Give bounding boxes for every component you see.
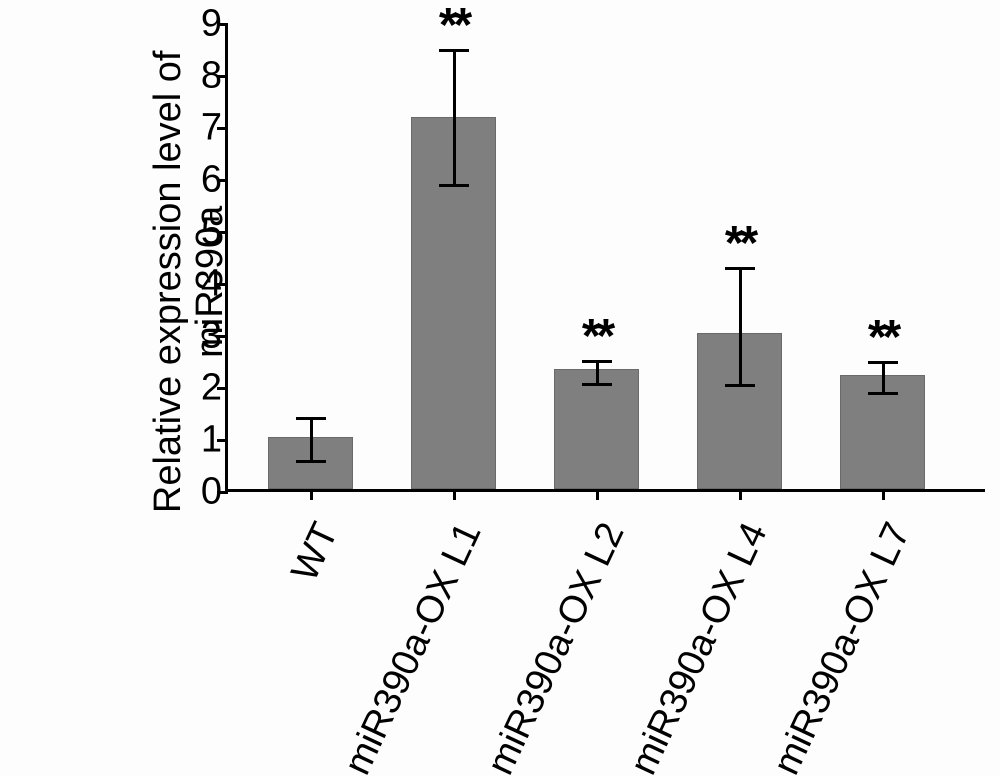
y-tick-label: 1 <box>182 419 222 462</box>
x-tick-label: miR390a-OX L4 <box>610 516 776 776</box>
x-tick <box>882 489 885 500</box>
error-bar <box>310 418 313 461</box>
y-tick-label: 0 <box>182 471 222 514</box>
figure: Relative expression level of miR390a ***… <box>0 0 1000 776</box>
x-tick <box>739 489 742 500</box>
error-bar <box>596 361 599 384</box>
y-tick-label: 5 <box>182 211 222 254</box>
y-tick-label: 6 <box>182 159 222 202</box>
plot-area: ******** <box>225 24 985 492</box>
error-bar <box>739 268 742 385</box>
error-bar <box>453 50 456 185</box>
significance-marker: ** <box>582 309 611 364</box>
x-tick-label: miR390a-OX L2 <box>467 516 633 776</box>
y-tick-label: 2 <box>182 367 222 410</box>
x-tick <box>310 489 313 500</box>
x-tick <box>453 489 456 500</box>
error-cap-top <box>296 417 326 420</box>
significance-marker: ** <box>439 0 468 53</box>
y-tick-label: 9 <box>182 3 222 46</box>
x-tick <box>596 489 599 500</box>
y-tick-label: 3 <box>182 315 222 358</box>
x-tick-label: miR390a-OX L7 <box>753 516 919 776</box>
y-tick-label: 8 <box>182 55 222 98</box>
error-cap-bottom <box>296 460 326 463</box>
error-cap-bottom <box>582 383 612 386</box>
y-tick-label: 7 <box>182 107 222 150</box>
y-tick-label: 4 <box>182 263 222 306</box>
significance-marker: ** <box>725 216 754 271</box>
error-cap-bottom <box>868 392 898 395</box>
significance-marker: ** <box>868 310 897 365</box>
error-cap-bottom <box>725 384 755 387</box>
x-tick-label: miR390a-OX L1 <box>324 516 490 776</box>
error-bar <box>882 362 885 393</box>
error-cap-bottom <box>439 184 469 187</box>
x-tick-label: WT <box>181 516 347 776</box>
bar <box>554 369 639 489</box>
